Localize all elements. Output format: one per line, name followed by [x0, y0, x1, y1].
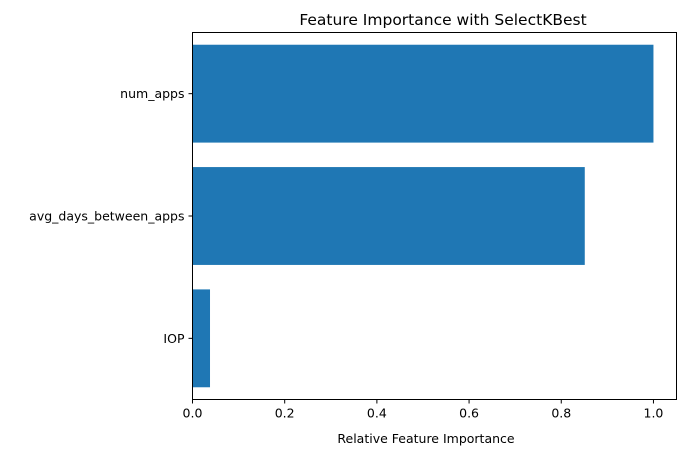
- x-tick-label: 0.6: [459, 406, 479, 421]
- x-tick-label: 1.0: [644, 406, 664, 421]
- x-tick-label: 0.2: [275, 406, 295, 421]
- bar-iop: [192, 289, 211, 388]
- chart-title: Feature Importance with SelectKBest: [299, 11, 586, 29]
- y-axis-ticks: IOP avg_days_between_apps num_apps: [29, 86, 193, 346]
- x-tick-label: 0.8: [551, 406, 571, 421]
- x-axis-ticks: 0.0 0.2 0.4 0.6 0.8 1.0: [183, 399, 664, 421]
- y-tick-label: avg_days_between_apps: [29, 209, 184, 224]
- x-axis-label: Relative Feature Importance: [337, 431, 515, 446]
- bars-group: [192, 44, 654, 388]
- y-tick-label: num_apps: [120, 86, 184, 101]
- x-tick-label: 0.0: [183, 406, 203, 421]
- bar-num-apps: [192, 44, 654, 143]
- bar-avg-days-between-apps: [192, 167, 585, 265]
- y-tick-label: IOP: [163, 331, 185, 346]
- x-tick-label: 0.4: [367, 406, 387, 421]
